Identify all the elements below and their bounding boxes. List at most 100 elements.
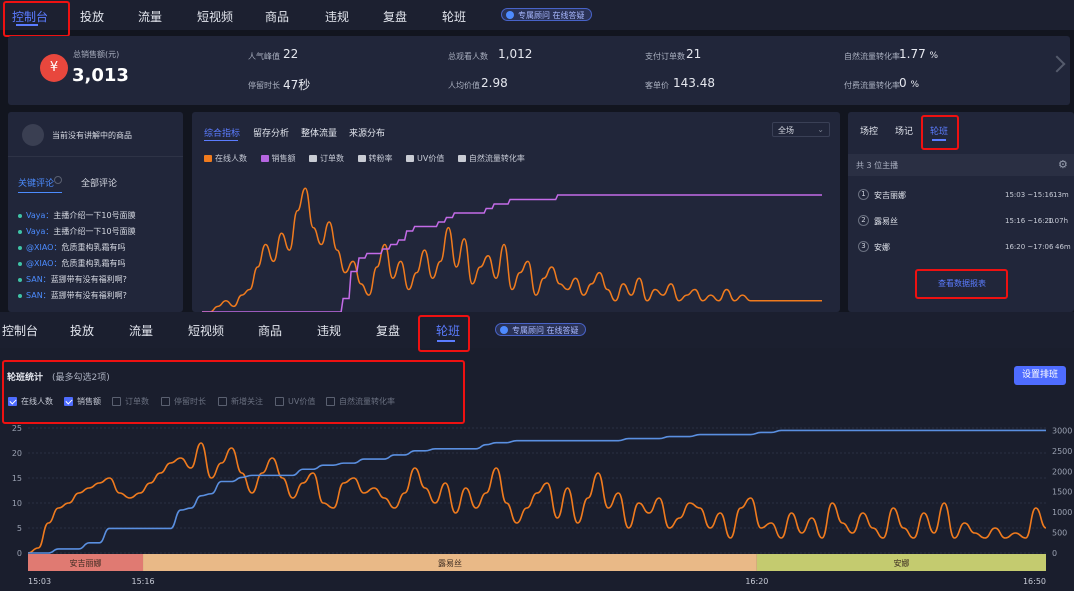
product-icon <box>22 124 44 146</box>
stat-label: 人气峰值 <box>248 52 280 61</box>
scope-select[interactable]: 全场 ⌄ <box>772 122 830 137</box>
tab-underline <box>204 140 238 141</box>
stat-value: 21 <box>686 47 702 61</box>
stat-value: 22 <box>283 47 299 61</box>
advisor-icon <box>506 11 514 19</box>
legend-natural[interactable]: 自然流量转化率 <box>457 154 525 163</box>
tab-products[interactable]: 商品 <box>258 324 283 338</box>
left-axis-tick: 10 <box>12 499 22 508</box>
sales-series-line <box>202 194 822 312</box>
online-series-line <box>202 187 822 312</box>
legend-fans[interactable]: 转粉率 <box>357 154 393 163</box>
comment-item: SAN：蓝挪带有没有福利啊? <box>18 274 127 285</box>
online-series-line <box>27 442 1047 554</box>
right-axis-tick: 3000 <box>1052 426 1072 435</box>
stat-value: 1.77 % <box>899 47 939 61</box>
tab-short-video[interactable]: 短视频 <box>188 324 225 338</box>
checkbox-orders[interactable]: 订单数 <box>112 396 149 407</box>
active-tab-underline <box>437 340 455 342</box>
legend-orders[interactable]: 订单数 <box>309 154 344 163</box>
left-axis-tick: 5 <box>17 524 22 533</box>
right-axis-tick: 2000 <box>1052 467 1072 476</box>
tab-key-comments[interactable]: 关键评论 <box>18 179 55 189</box>
shift-line-chart: 25201510503500300025002000150010005000安吉… <box>12 424 1073 586</box>
tab-console[interactable]: 控制台 <box>2 324 39 338</box>
top-nav: 控制台 投放 流量 短视频 商品 违规 复盘 轮班 专属顾问 在线答疑 <box>0 0 1074 30</box>
checkbox-sales[interactable]: 销售额 <box>64 396 101 407</box>
sales-value: 3,013 <box>72 65 129 86</box>
tab-traffic[interactable]: 流量 <box>129 324 154 338</box>
x-axis-tick: 15:03 <box>28 577 51 586</box>
tab-products[interactable]: 商品 <box>265 10 290 24</box>
checkbox-stay[interactable]: 停留时长 <box>161 396 206 407</box>
tab-source[interactable]: 来源分布 <box>349 129 386 139</box>
stat-label: 支付订单数 <box>645 52 685 61</box>
sales-label: 总销售额(元) <box>73 50 120 59</box>
tab-shift[interactable]: 轮班 <box>442 10 467 24</box>
legend-online[interactable]: 在线人数 <box>204 154 247 163</box>
stat-label: 自然流量转化率 <box>844 52 900 61</box>
stat-label: 客单价 <box>645 81 669 90</box>
tab-retention[interactable]: 留存分析 <box>253 129 290 139</box>
info-icon <box>54 176 62 184</box>
setup-shift-button[interactable]: 设置排班 <box>1014 366 1066 385</box>
tab-underline <box>932 139 946 141</box>
tab-shift[interactable]: 轮班 <box>436 324 461 338</box>
tab-traffic[interactable]: 流量 <box>138 10 163 24</box>
checkbox-follow[interactable]: 新增关注 <box>218 396 263 407</box>
tab-short-video[interactable]: 短视频 <box>197 10 234 24</box>
tab-console[interactable]: 控制台 <box>12 10 49 24</box>
tab-shift-panel[interactable]: 轮班 <box>930 127 949 137</box>
tab-field-notes[interactable]: 场记 <box>895 127 914 137</box>
left-axis-tick: 20 <box>12 449 22 458</box>
chevron-right-icon[interactable] <box>1048 55 1066 73</box>
x-axis-tick: 16:20 <box>745 577 768 586</box>
advisor-badge[interactable]: 专属顾问 在线答疑 <box>501 8 592 21</box>
chevron-down-icon: ⌄ <box>817 125 824 134</box>
shift-segment <box>28 554 144 571</box>
stat-value: 0 % <box>899 76 920 90</box>
stat-value: 47秒 <box>283 78 311 92</box>
right-axis-tick: 2500 <box>1052 447 1072 456</box>
comment-item: @XIAO：危质重构乳霜有吗 <box>18 242 125 253</box>
right-axis-tick: 1500 <box>1052 488 1072 497</box>
advisor-icon <box>500 326 508 334</box>
legend-sales[interactable]: 销售额 <box>260 154 296 163</box>
highlight-shift-tab <box>921 115 959 150</box>
advisor-badge[interactable]: 专属顾问 在线答疑 <box>495 323 586 336</box>
divider <box>8 156 183 157</box>
tab-violations[interactable]: 违规 <box>325 10 350 24</box>
top-screenshot: 控制台 投放 流量 短视频 商品 违规 复盘 轮班 专属顾问 在线答疑 ¥ 总销… <box>0 0 1074 312</box>
checkbox-natural[interactable]: 自然流量转化率 <box>326 396 395 407</box>
tab-all-comments[interactable]: 全部评论 <box>81 179 118 189</box>
shift-segment-label: 安娜 <box>893 558 909 568</box>
shift-segment-label: 露易丝 <box>438 558 462 568</box>
highlight-shift-tab <box>418 315 470 352</box>
comment-item: SAN：蓝挪带有没有福利啊? <box>18 290 127 301</box>
view-report-button[interactable]: 查看数据报表 <box>938 279 986 288</box>
tab-overall-metrics[interactable]: 综合指标 <box>204 129 241 139</box>
stat-label: 人均价值 <box>448 81 480 90</box>
stat-label: 停留时长 <box>248 81 280 90</box>
gear-icon[interactable]: ⚙ <box>1058 158 1068 171</box>
shift-segment <box>756 554 1046 571</box>
metrics-panel: 综合指标 留存分析 整体流量 来源分布 全场 ⌄ 在线人数 销售额 订单数 转粉率… <box>192 112 840 312</box>
bottom-nav: 控制台 投放 流量 短视频 商品 违规 复盘 轮班 专属顾问 在线答疑 <box>0 312 1074 348</box>
tab-ads[interactable]: 投放 <box>80 10 105 24</box>
left-axis-tick: 15 <box>12 474 22 483</box>
shift-segment <box>143 554 757 571</box>
tab-field-control[interactable]: 场控 <box>860 127 879 137</box>
tab-review[interactable]: 复盘 <box>383 10 408 24</box>
right-axis-tick: 0 <box>1052 549 1057 558</box>
checkbox-online[interactable]: 在线人数 <box>8 396 53 407</box>
tab-violations[interactable]: 违规 <box>317 324 342 338</box>
tab-review[interactable]: 复盘 <box>376 324 401 338</box>
comment-item: Vaya：主播介绍一下10号面膜 <box>18 210 136 221</box>
shift-stats-hint: (最多勾选2项) <box>52 373 110 383</box>
no-product-text: 当前没有讲解中的商品 <box>52 131 132 140</box>
tab-traffic-overall[interactable]: 整体流量 <box>301 129 338 139</box>
checkbox-uv[interactable]: UV价值 <box>275 396 315 407</box>
tab-ads[interactable]: 投放 <box>70 324 95 338</box>
tab-underline <box>18 192 62 193</box>
legend-uv[interactable]: UV价值 <box>406 154 444 163</box>
